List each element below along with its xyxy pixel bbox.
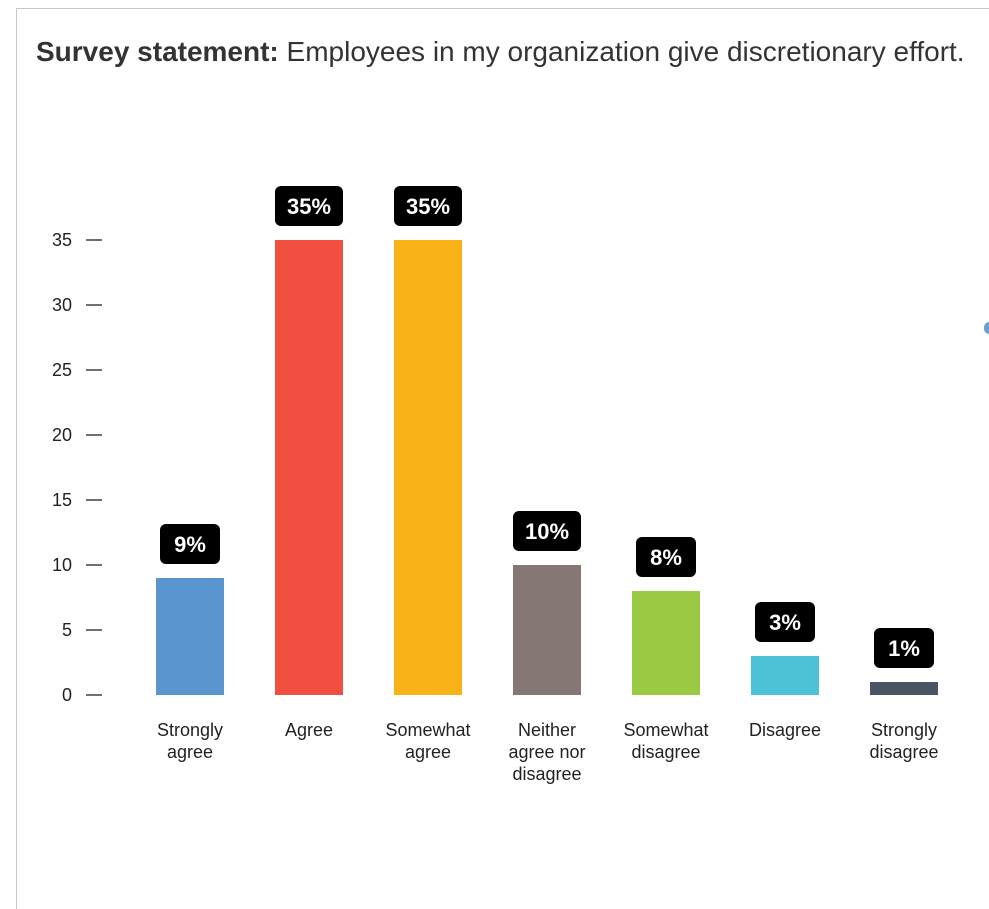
value-badge xyxy=(275,186,343,226)
y-tick-label: 25 xyxy=(52,360,72,380)
value-badge xyxy=(636,537,696,577)
value-badge xyxy=(394,186,462,226)
value-label: 3% xyxy=(769,610,801,635)
value-badge xyxy=(874,628,934,668)
category-label-line: agree xyxy=(405,742,451,762)
category-label-line: Strongly xyxy=(157,720,223,740)
category-label-line: Agree xyxy=(285,720,333,740)
value-label: 8% xyxy=(650,545,682,570)
value-label: 35% xyxy=(406,194,450,219)
category-label-line: disagree xyxy=(631,742,700,762)
category-label-line: disagree xyxy=(512,764,581,784)
category-label-line: Disagree xyxy=(749,720,821,740)
category-label: Strongly disagree xyxy=(869,720,938,762)
category-label: Somewhat agree xyxy=(385,720,470,762)
edge-handle-icon xyxy=(984,322,989,334)
survey-statement: Survey statement: Employees in my organi… xyxy=(36,30,966,74)
category-label-line: agree nor xyxy=(508,742,585,762)
category-label-line: Neither xyxy=(518,720,576,740)
value-label: 9% xyxy=(174,532,206,557)
y-tick-label: 10 xyxy=(52,555,72,575)
statement-text: Employees in my organization give discre… xyxy=(278,36,965,67)
category-label: Somewhat disagree xyxy=(623,720,708,762)
bar xyxy=(156,578,224,695)
category-label-line: agree xyxy=(167,742,213,762)
bar xyxy=(632,591,700,695)
bar xyxy=(513,565,581,695)
bar xyxy=(870,682,938,695)
y-tick-label: 30 xyxy=(52,295,72,315)
category-label: Disagree xyxy=(749,720,821,740)
category-label-line: disagree xyxy=(869,742,938,762)
category-label-line: Somewhat xyxy=(623,720,708,740)
y-tick-label: 20 xyxy=(52,425,72,445)
value-label: 1% xyxy=(888,636,920,661)
bar xyxy=(751,656,819,695)
category-label: Agree xyxy=(285,720,333,740)
value-badge xyxy=(513,511,581,551)
category-label-line: Somewhat xyxy=(385,720,470,740)
y-tick-label: 15 xyxy=(52,490,72,510)
value-badge xyxy=(160,524,220,564)
category-label: Neither agree nor disagree xyxy=(508,720,585,784)
y-tick-label: 5 xyxy=(62,620,72,640)
y-tick-label: 35 xyxy=(52,230,72,250)
bar xyxy=(394,240,462,695)
value-label: 35% xyxy=(287,194,331,219)
category-label: Strongly agree xyxy=(157,720,223,762)
statement-prefix: Survey statement: xyxy=(36,36,279,67)
value-badge xyxy=(755,602,815,642)
chart-card xyxy=(16,8,989,909)
category-label-line: Strongly xyxy=(871,720,937,740)
value-label: 10% xyxy=(525,519,569,544)
bar xyxy=(275,240,343,695)
y-tick-label: 0 xyxy=(62,685,72,705)
